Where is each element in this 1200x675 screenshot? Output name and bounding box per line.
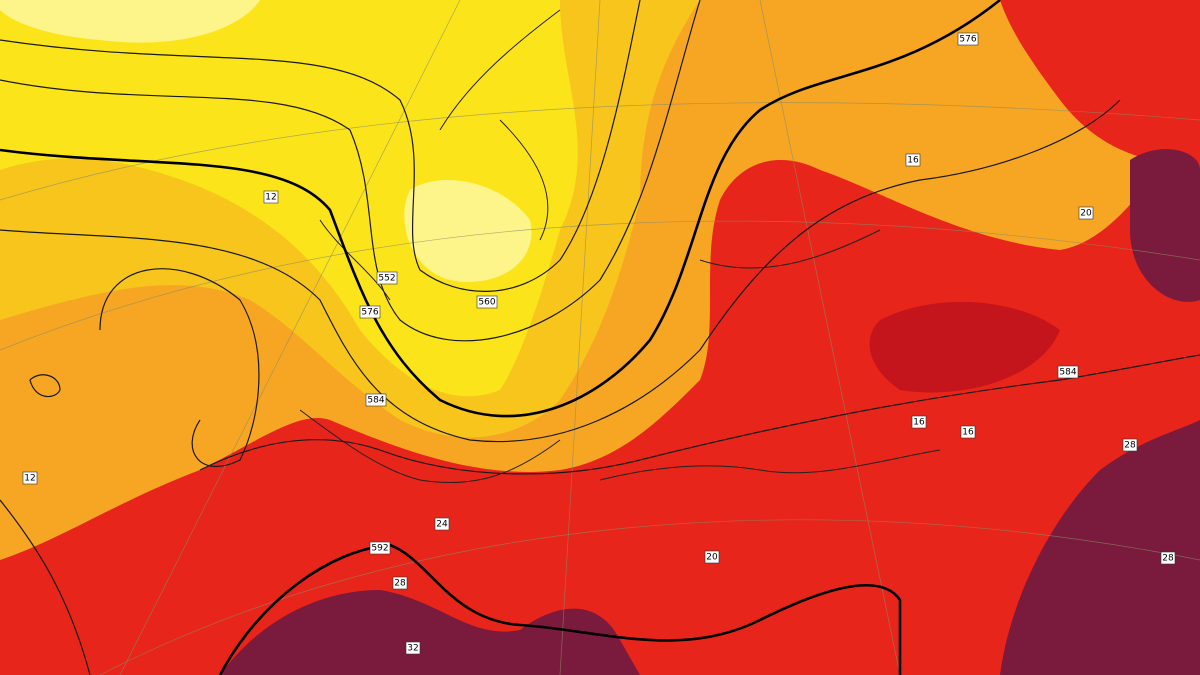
hot-core-east xyxy=(1000,420,1200,675)
label-text: 28 xyxy=(1162,554,1174,564)
label-text: 32 xyxy=(407,644,418,654)
red-region-ne xyxy=(1000,0,1200,162)
contour-label: 28 xyxy=(1160,551,1176,565)
red-region xyxy=(0,120,1200,675)
deep-red-patch xyxy=(869,301,1060,393)
label-text: 584 xyxy=(367,396,384,406)
contour-label: 32 xyxy=(405,641,421,655)
contour-label: 592 xyxy=(369,541,391,555)
contour-bold xyxy=(0,0,1001,418)
label-text: 12 xyxy=(24,474,35,484)
contour-label: 12 xyxy=(263,190,279,204)
label-text: 20 xyxy=(706,553,718,563)
label-text: 16 xyxy=(907,156,919,166)
hot-core-ne xyxy=(1130,149,1200,302)
contour-label: 576 xyxy=(957,32,979,46)
hot-core-south xyxy=(220,590,640,675)
graticule xyxy=(559,0,601,675)
cool-pocket xyxy=(404,180,532,282)
contour-label: 12 xyxy=(22,471,38,485)
contour-label: 16 xyxy=(905,153,921,167)
contour-label: 576 xyxy=(359,305,381,319)
label-text: 584 xyxy=(1059,368,1076,378)
graticule xyxy=(0,102,1200,201)
contour-label: 16 xyxy=(911,415,927,429)
contour-label: 28 xyxy=(392,576,408,590)
label-text: 16 xyxy=(962,428,974,438)
label-text: 552 xyxy=(378,274,395,284)
contour-label: 560 xyxy=(476,295,498,309)
coastline xyxy=(299,9,941,484)
label-text: 576 xyxy=(959,35,976,45)
contour-bold xyxy=(218,543,902,675)
contour-label: 20 xyxy=(1078,206,1094,220)
label-text: 28 xyxy=(1124,441,1136,451)
label-text: 16 xyxy=(913,418,925,428)
contour-label: 24 xyxy=(434,517,450,531)
contour-label: 552 xyxy=(376,271,398,285)
label-text: 592 xyxy=(371,544,388,554)
contour xyxy=(0,99,1121,443)
contour xyxy=(0,0,641,292)
contour-label: 16 xyxy=(960,425,976,439)
label-text: 24 xyxy=(436,520,448,530)
label-text: 28 xyxy=(394,579,406,589)
label-text: 576 xyxy=(361,308,378,318)
label-text: 20 xyxy=(1080,209,1092,219)
graticule xyxy=(0,220,1200,351)
graticule xyxy=(119,0,461,675)
contour-label: 28 xyxy=(1122,438,1138,452)
contour-label: 584 xyxy=(365,393,387,407)
contour xyxy=(0,0,701,342)
cool-pocket-north xyxy=(0,0,260,43)
yellow-region xyxy=(0,0,578,397)
graticule xyxy=(99,519,1200,675)
contour xyxy=(0,499,91,675)
contour-label: 584 xyxy=(1057,365,1079,379)
graticule xyxy=(759,0,901,675)
contour xyxy=(29,374,61,398)
contour-label: 20 xyxy=(704,550,720,564)
label-text: 560 xyxy=(478,298,495,308)
contour xyxy=(99,268,260,467)
label-text: 12 xyxy=(265,193,276,203)
